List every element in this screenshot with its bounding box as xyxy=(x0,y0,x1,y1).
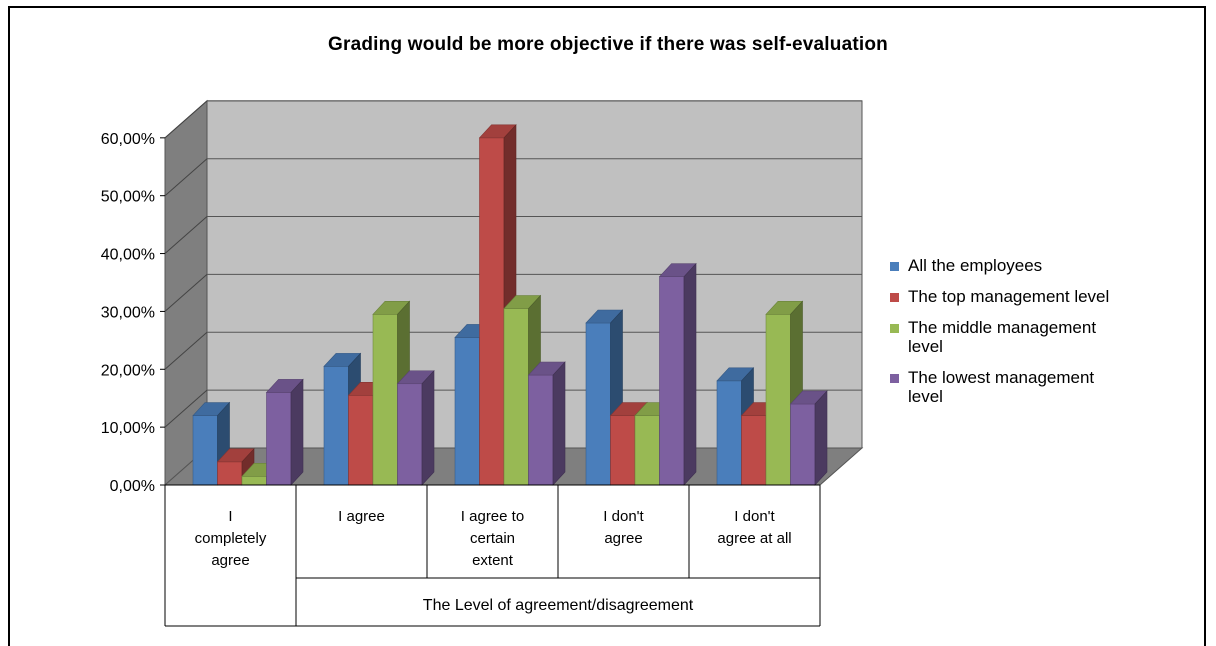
bar-front xyxy=(585,322,611,486)
bar-front xyxy=(454,337,480,486)
bar-front xyxy=(217,461,243,486)
y-tick-label: 30,00% xyxy=(101,304,155,321)
bar-front xyxy=(266,392,292,486)
bar xyxy=(396,369,435,486)
bar xyxy=(789,390,828,486)
gridline-side xyxy=(164,331,208,370)
bar-front xyxy=(790,403,816,486)
bar xyxy=(658,262,697,486)
gridline-side xyxy=(164,389,208,428)
bar-front xyxy=(503,308,529,486)
bars xyxy=(192,124,828,486)
x-category-label: completely xyxy=(195,530,267,547)
chart-title: Grading would be more objective if there… xyxy=(328,34,888,55)
legend-item: All the employees xyxy=(890,256,1190,275)
x-axis-title: The Level of agreement/disagreement xyxy=(423,597,694,614)
gridline-side xyxy=(164,158,208,197)
bar-front xyxy=(741,415,767,486)
x-category-label: agree xyxy=(211,552,249,569)
legend-item: The lowest management level xyxy=(890,368,1190,406)
bar-front xyxy=(610,415,636,486)
legend-swatch xyxy=(890,324,899,333)
chart-legend: All the employees The top management leve… xyxy=(890,256,1190,418)
y-tick-label: 60,00% xyxy=(101,131,155,148)
legend-swatch xyxy=(890,293,899,302)
legend-label: The lowest management xyxy=(908,368,1095,387)
x-category-label: certain xyxy=(470,530,515,547)
legend-label: The middle management xyxy=(908,318,1097,337)
bar-side xyxy=(290,378,304,486)
legend-label: level xyxy=(908,387,943,406)
x-category-label: I don't xyxy=(734,508,775,525)
bar xyxy=(216,448,255,486)
gridlines: 0,00% 10,00% 20,00% 30,00% 40,00% 50,00% 60,00… xyxy=(101,100,862,495)
legend-label: All the employees xyxy=(908,256,1043,275)
bar-front xyxy=(397,383,423,486)
x-category-label: I agree to xyxy=(461,508,524,525)
y-tick-label: 50,00% xyxy=(101,189,155,206)
y-tick-label: 20,00% xyxy=(101,362,155,379)
legend-label: level xyxy=(908,337,943,356)
bar-front xyxy=(479,137,505,486)
bar-front xyxy=(716,380,742,486)
bar-front xyxy=(348,395,374,486)
x-category-label: agree at all xyxy=(717,530,791,547)
x-category-label: extent xyxy=(472,552,514,569)
bar-front xyxy=(528,374,554,486)
legend-label: The top management level xyxy=(908,287,1110,306)
bar xyxy=(265,378,304,486)
x-category-label: I don't xyxy=(603,508,644,525)
y-tick-label: 10,00% xyxy=(101,420,155,437)
bar-front xyxy=(634,415,660,486)
legend-swatch xyxy=(890,374,899,383)
legend-item: The middle management level xyxy=(890,318,1190,356)
bar-front xyxy=(659,276,685,486)
legend-item: The top management level xyxy=(890,287,1190,306)
y-tick-label: 40,00% xyxy=(101,247,155,264)
bar-front xyxy=(765,314,791,486)
bar-side xyxy=(421,369,435,486)
bar-side xyxy=(683,262,697,486)
bar xyxy=(527,361,566,486)
x-category-label: I xyxy=(228,508,232,525)
bar-front xyxy=(323,366,349,486)
bar-front xyxy=(192,415,218,486)
bar-side xyxy=(814,390,828,486)
gridline-side xyxy=(164,216,208,254)
gridline-side xyxy=(164,274,208,312)
bar-side xyxy=(552,361,566,486)
bar-front xyxy=(241,476,267,486)
x-category-label: agree xyxy=(604,530,642,547)
gridline-side xyxy=(164,100,208,139)
y-tick-label: 0,00% xyxy=(110,478,155,495)
bar-front xyxy=(372,314,398,486)
x-category-label: I agree xyxy=(338,508,385,525)
legend-swatch xyxy=(890,262,899,271)
